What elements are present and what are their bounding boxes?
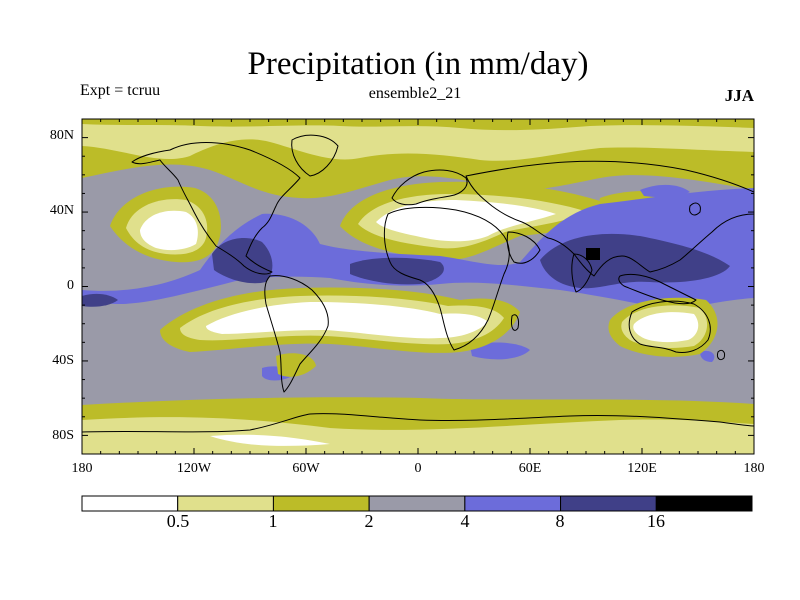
plot-title: Precipitation (in mm/day) (247, 46, 589, 82)
colorbar-label-0-5: 0.5 (166, 511, 190, 531)
lon-label-120e: 120E (627, 461, 657, 476)
coastline-europe (391, 169, 468, 206)
precip-region-bay-of-bengal-peak (586, 248, 600, 260)
season-label: JJA (724, 86, 754, 105)
lon-label-0: 0 (414, 461, 422, 476)
precip-region-aus-dry (633, 312, 699, 343)
precip-region-antarctic-dry (210, 434, 330, 446)
lat-label-40s: 40S (52, 353, 74, 368)
colorbar-swatch-3 (368, 495, 466, 512)
lon-label-60e: 60E (518, 461, 542, 476)
coastline-layer (82, 134, 754, 433)
experiment-label: Expt = tcruu (80, 82, 161, 99)
coastline-madagascar (511, 314, 519, 331)
lon-label-180w: 180 (71, 461, 93, 476)
colorbar-label-4: 4 (460, 511, 470, 531)
coastline-new-zealand (717, 349, 725, 361)
colorbar-label-16: 16 (647, 511, 665, 531)
precip-region-safrica (470, 342, 530, 360)
coastline-australia (628, 300, 711, 353)
coastline-japan (689, 202, 701, 216)
coastline-arabia (506, 231, 541, 264)
coastline-se-asia-islands (618, 273, 697, 305)
precip-region-arctic-05-1 (82, 119, 754, 161)
colorbar-swatch-2 (272, 495, 370, 512)
ensemble-label: ensemble2_21 (368, 85, 462, 102)
precip-region-nz (700, 350, 715, 362)
precip-region-east-asia (640, 184, 690, 198)
colorbar (81, 495, 753, 512)
colorbar-swatch-4 (464, 495, 562, 512)
precip-region-centralam-core (212, 238, 273, 284)
coastline-antarctica (82, 413, 754, 433)
colorbar-swatch-6 (655, 495, 753, 512)
precip-region-npac-dry (140, 210, 198, 251)
map-frame (81, 118, 755, 455)
coastline-asia (465, 160, 754, 277)
coastline-north-america (131, 142, 301, 275)
lat-label-40n: 40N (49, 203, 74, 218)
lon-label-60w: 60W (292, 461, 320, 476)
precip-region-south-05-1 (82, 417, 754, 454)
colorbar-swatch-0 (81, 495, 179, 512)
lat-label-80n: 80N (49, 128, 74, 143)
lon-label-180e: 180 (743, 461, 765, 476)
precip-region-epac-core (82, 293, 118, 307)
lat-label-equator: 0 (67, 278, 74, 293)
lon-label-120w: 120W (176, 461, 212, 476)
precip-region-sahara-dry (376, 200, 556, 242)
colorbar-swatch-5 (560, 495, 657, 512)
coastline-south-america (264, 275, 329, 393)
precip-fill-layer (82, 119, 754, 454)
colorbar-label-8: 8 (555, 511, 565, 531)
coastline-greenland (291, 134, 339, 177)
coastline-india (571, 253, 593, 293)
lat-label-80s: 80S (52, 428, 74, 443)
precip-region-ssubtrop-dry (206, 302, 488, 339)
coastline-africa (383, 206, 510, 351)
colorbar-label-2: 2 (364, 511, 374, 531)
precip-region-patagonia (276, 353, 316, 377)
colorbar-label-1: 1 (268, 511, 278, 531)
colorbar-swatch-1 (177, 495, 274, 512)
